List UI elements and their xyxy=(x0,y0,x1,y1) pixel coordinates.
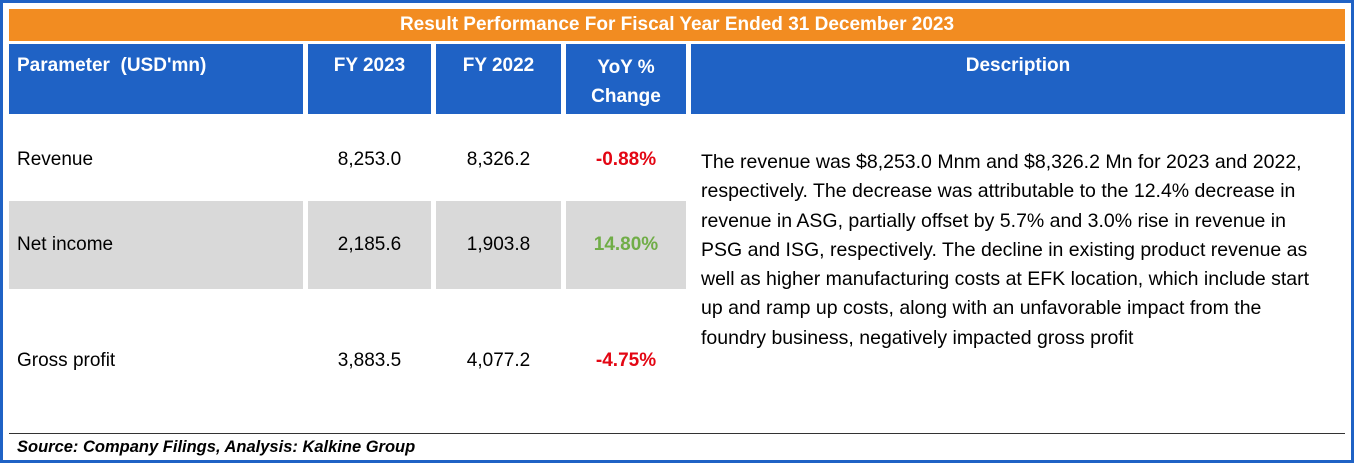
row-net-income-yoy: 14.80% xyxy=(566,201,686,289)
row-gross-profit-fy2022: 4,077.2 xyxy=(436,289,561,433)
col-header-description: Description xyxy=(691,44,1345,114)
row-revenue-fy2023: 8,253.0 xyxy=(308,118,431,201)
row-gross-profit-fy2023: 3,883.5 xyxy=(308,289,431,433)
col-header-fy2022: FY 2022 xyxy=(436,44,561,114)
row-net-income-fy2022: 1,903.8 xyxy=(436,201,561,289)
description-text: The revenue was $8,253.0 Mnm and $8,326.… xyxy=(691,118,1345,433)
row-net-income-parameter: Net income xyxy=(9,201,303,289)
table-title: Result Performance For Fiscal Year Ended… xyxy=(9,9,1345,41)
table-header-row: Parameter (USD'mn) FY 2023 FY 2022 YoY %… xyxy=(9,44,1345,114)
row-revenue-parameter: Revenue xyxy=(9,118,303,201)
row-net-income-fy2023: 2,185.6 xyxy=(308,201,431,289)
row-revenue-fy2022: 8,326.2 xyxy=(436,118,561,201)
row-revenue-yoy: -0.88% xyxy=(566,118,686,201)
source-note: Source: Company Filings, Analysis: Kalki… xyxy=(9,433,1345,460)
col-header-yoy-change: YoY % Change xyxy=(566,44,686,114)
row-gross-profit-parameter: Gross profit xyxy=(9,289,303,433)
table-body: Revenue 8,253.0 8,326.2 -0.88% Net incom… xyxy=(9,118,1345,433)
row-gross-profit-yoy: -4.75% xyxy=(566,289,686,433)
col-header-parameter: Parameter (USD'mn) xyxy=(9,44,303,114)
col-header-fy2023: FY 2023 xyxy=(308,44,431,114)
